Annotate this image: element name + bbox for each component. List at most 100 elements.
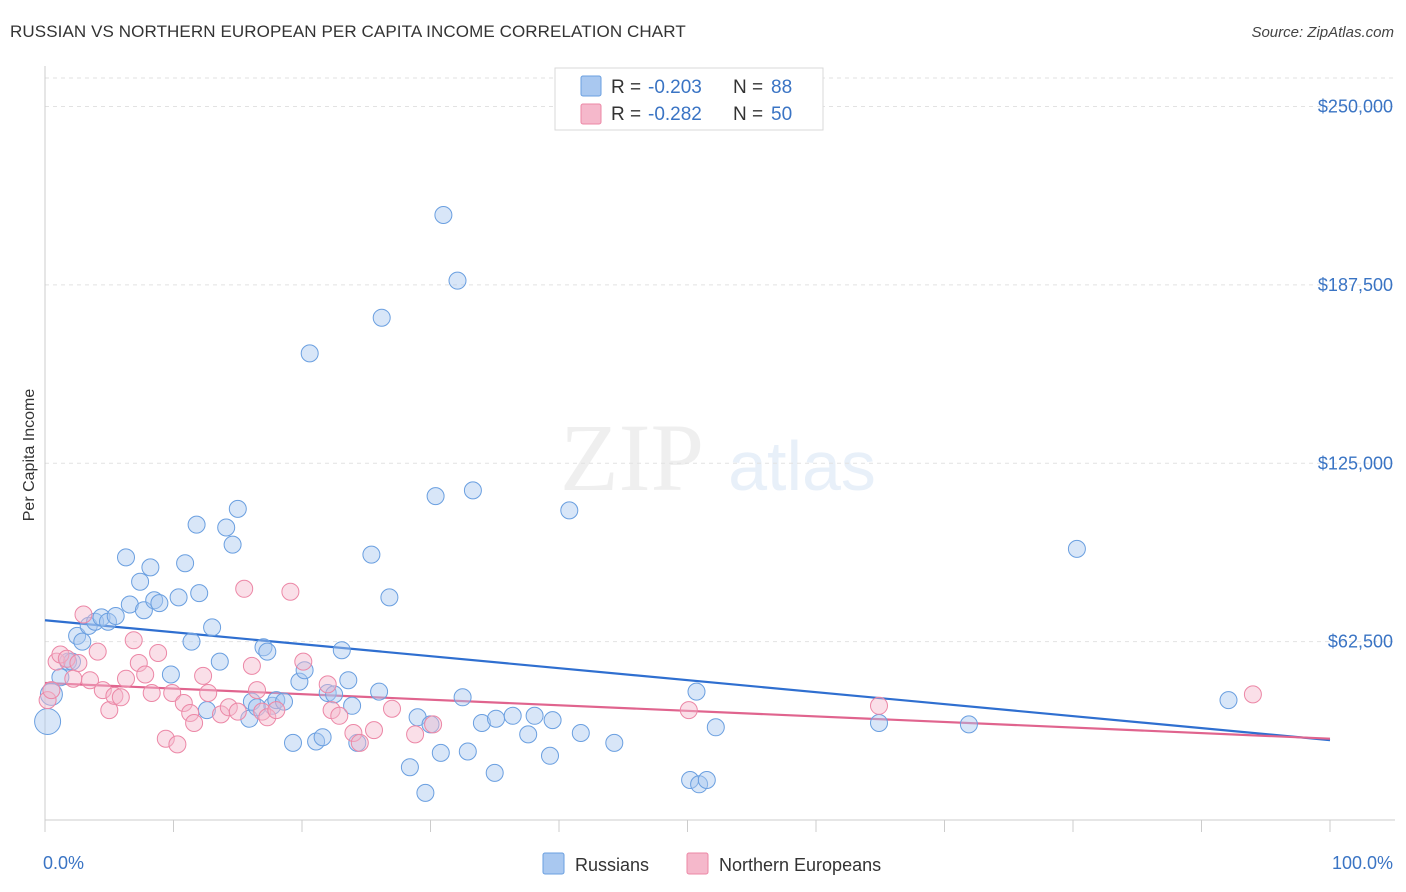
point-0-70: [519, 725, 538, 744]
point-1-41: [330, 706, 349, 725]
point-0-83: [959, 715, 978, 734]
point-0-75: [571, 724, 590, 742]
point-1-6: [69, 654, 88, 672]
point-0-51: [362, 545, 381, 564]
point-0-84: [1067, 539, 1086, 558]
point-0-35: [258, 642, 277, 661]
point-1-50: [1243, 685, 1262, 704]
bottom-legend-swatch-russians: [542, 852, 565, 875]
point-0-82: [870, 714, 888, 732]
point-0-6: [73, 632, 92, 651]
point-1-15: [124, 631, 143, 650]
point-1-43: [350, 733, 369, 752]
point-0-81: [706, 718, 725, 737]
series-legend: Russians Northern Europeans: [542, 852, 881, 875]
correlation-legend: R = -0.203 N = 88 R = -0.282 N = 50: [554, 67, 824, 131]
point-0-20: [169, 588, 188, 607]
point-0-28: [217, 518, 236, 537]
point-0-68: [487, 709, 505, 728]
series-northern-europeans: [38, 579, 1262, 754]
point-1-4: [57, 649, 76, 668]
point-1-36: [267, 701, 286, 720]
point-1-25: [185, 714, 204, 732]
point-0-42: [300, 344, 319, 363]
point-0-22: [182, 632, 201, 651]
point-0-61: [434, 206, 453, 224]
axes: [44, 66, 1395, 832]
trend-lines: [44, 619, 1331, 742]
data-points: [34, 206, 1262, 802]
point-1-13: [111, 688, 130, 707]
watermark-atlas: atlas: [728, 427, 876, 505]
point-0-69: [503, 706, 522, 725]
point-1-42: [344, 724, 363, 742]
point-0-49: [343, 696, 362, 715]
point-0-29: [223, 535, 242, 554]
point-1-8: [81, 671, 99, 690]
point-0-18: [150, 594, 169, 613]
legend-n-value-russians: 88: [771, 77, 792, 98]
y-tick-label-2: $187,500: [1318, 275, 1393, 295]
point-1-29: [219, 698, 238, 717]
point-0-63: [453, 688, 472, 707]
point-0-65: [463, 481, 482, 500]
point-0-47: [332, 641, 351, 660]
point-1-30: [228, 702, 247, 721]
point-1-11: [100, 701, 119, 720]
point-1-17: [136, 665, 155, 684]
point-1-33: [248, 681, 266, 700]
point-1-19: [149, 644, 168, 662]
point-0-23: [187, 515, 206, 534]
point-1-23: [174, 694, 193, 712]
point-0-64: [458, 742, 477, 761]
point-0-48: [339, 671, 358, 690]
point-1-37: [281, 582, 300, 601]
bottom-legend-label-russians: Russians: [575, 855, 649, 875]
point-0-80: [697, 771, 716, 789]
point-0-72: [541, 746, 559, 765]
point-0-62: [448, 271, 467, 290]
point-1-5: [64, 669, 83, 688]
point-1-39: [318, 675, 337, 694]
point-1-38: [294, 652, 313, 671]
point-1-26: [194, 666, 213, 685]
point-0-19: [161, 665, 180, 684]
legend-n-label-russians: N =: [733, 77, 763, 98]
point-1-44: [365, 721, 383, 740]
point-1-34: [253, 702, 272, 721]
point-0-73: [543, 711, 562, 730]
legend-swatch-northern-europeans: [580, 103, 602, 125]
point-0-74: [560, 501, 579, 520]
point-0-44: [313, 728, 332, 747]
point-1-16: [129, 654, 148, 672]
point-0-13: [120, 595, 139, 614]
point-1-0: [38, 691, 57, 710]
point-0-16: [141, 558, 160, 577]
x-tick-label-1: 100.0%: [1332, 853, 1393, 873]
point-0-21: [176, 554, 195, 573]
gridlines: [45, 77, 1395, 643]
point-0-14: [131, 572, 150, 591]
point-0-30: [228, 499, 247, 518]
point-0-39: [284, 733, 302, 752]
legend-r-label-northern-europeans: R =: [611, 104, 641, 125]
point-0-1: [39, 682, 63, 706]
x-tick-label-0: 0.0%: [43, 853, 84, 873]
point-1-35: [258, 708, 277, 727]
point-0-12: [117, 548, 135, 567]
point-0-60: [431, 743, 450, 762]
point-1-24: [181, 704, 200, 722]
legend-n-label-northern-europeans: N =: [733, 104, 763, 125]
point-1-10: [93, 681, 112, 700]
point-1-9: [88, 642, 107, 661]
watermark: ZIP atlas: [560, 404, 876, 511]
point-1-48: [679, 701, 698, 720]
point-0-67: [485, 763, 504, 782]
point-1-47: [424, 715, 443, 734]
point-0-0: [34, 708, 62, 735]
watermark-zip: ZIP: [560, 404, 704, 511]
legend-r-value-russians: -0.203: [648, 77, 702, 98]
point-0-53: [372, 308, 391, 327]
legend-r-label-russians: R =: [611, 77, 641, 98]
